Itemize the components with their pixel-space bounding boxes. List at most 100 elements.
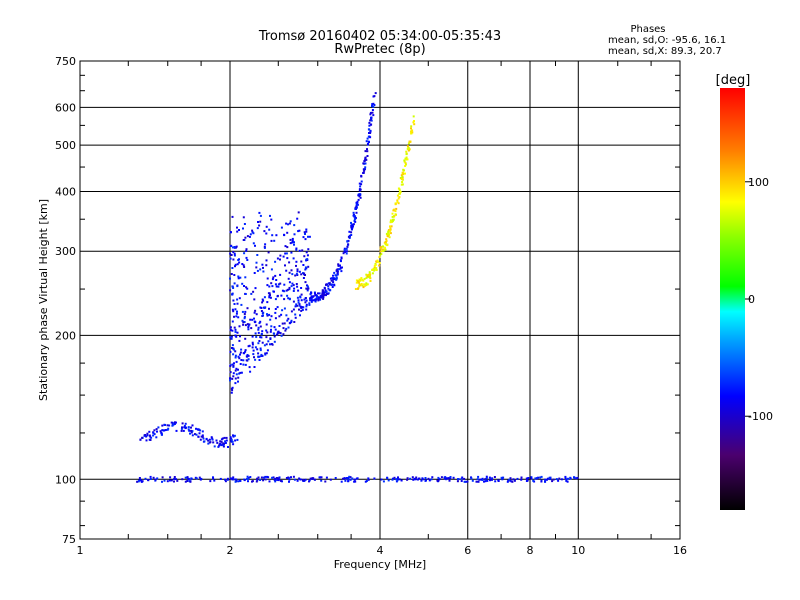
- data-point: [171, 421, 174, 424]
- data-point: [244, 337, 247, 340]
- data-point: [215, 439, 218, 442]
- data-point: [375, 260, 378, 263]
- data-point: [350, 221, 352, 224]
- data-point: [231, 320, 234, 323]
- data-point: [545, 478, 548, 481]
- data-point: [283, 307, 286, 310]
- data-point: [320, 476, 323, 479]
- data-point: [231, 285, 234, 288]
- data-point: [525, 480, 528, 482]
- data-point: [358, 195, 361, 198]
- data-point: [295, 303, 298, 306]
- data-point: [232, 348, 235, 351]
- data-point: [199, 438, 202, 441]
- data-point: [406, 478, 409, 481]
- data-point: [351, 225, 354, 228]
- data-point: [271, 234, 274, 237]
- data-point: [494, 480, 497, 483]
- data-point: [314, 292, 316, 295]
- data-point: [218, 444, 221, 447]
- data-point: [278, 331, 281, 334]
- data-point: [396, 199, 399, 202]
- data-point: [283, 290, 286, 293]
- data-point: [259, 306, 262, 309]
- y-tick-label: 600: [55, 101, 76, 114]
- data-point: [331, 286, 334, 288]
- data-point: [263, 307, 266, 309]
- data-point: [273, 335, 276, 338]
- data-point: [316, 295, 318, 298]
- data-point: [293, 233, 296, 236]
- data-point: [306, 254, 309, 257]
- data-point: [168, 424, 171, 427]
- data-point: [271, 343, 274, 346]
- data-point: [335, 269, 338, 272]
- data-point: [313, 478, 316, 481]
- data-point: [263, 296, 266, 299]
- data-point: [249, 318, 252, 321]
- data-point: [332, 277, 335, 280]
- data-point: [413, 120, 415, 122]
- data-point: [305, 303, 308, 306]
- data-point: [354, 217, 357, 219]
- data-point: [243, 317, 246, 320]
- data-point: [156, 430, 158, 433]
- data-point: [399, 191, 402, 194]
- data-point: [396, 479, 399, 482]
- data-point: [264, 478, 267, 481]
- data-point: [569, 476, 572, 479]
- data-point: [397, 197, 400, 200]
- data-point: [164, 429, 167, 431]
- data-point: [254, 346, 257, 349]
- data-point: [234, 356, 237, 359]
- data-point: [351, 226, 354, 229]
- data-point: [181, 422, 184, 425]
- data-point: [479, 478, 482, 481]
- data-point: [540, 475, 543, 478]
- data-point: [265, 329, 268, 332]
- data-point: [259, 268, 262, 271]
- data-point: [247, 354, 250, 357]
- data-point: [379, 246, 382, 249]
- data-point: [347, 477, 350, 480]
- data-point: [298, 270, 301, 273]
- data-point: [173, 476, 176, 478]
- data-point: [269, 296, 272, 299]
- data-point: [269, 318, 272, 321]
- data-point: [373, 477, 376, 480]
- data-point: [319, 296, 321, 299]
- data-point: [380, 253, 383, 255]
- data-point: [410, 130, 412, 133]
- data-point: [231, 329, 234, 332]
- data-point: [304, 478, 307, 481]
- data-point: [280, 294, 283, 297]
- data-point: [242, 363, 245, 366]
- data-point: [308, 303, 311, 306]
- data-point: [242, 359, 245, 362]
- data-point: [389, 221, 392, 224]
- data-point: [343, 247, 346, 250]
- data-point: [230, 254, 233, 256]
- data-point: [400, 174, 403, 177]
- data-point: [266, 331, 269, 334]
- data-point: [306, 284, 308, 287]
- data-point: [163, 429, 166, 432]
- data-point: [244, 350, 247, 353]
- data-point: [231, 477, 234, 480]
- data-point: [233, 315, 235, 318]
- data-point: [243, 285, 245, 287]
- data-point: [170, 479, 173, 482]
- data-point: [242, 227, 244, 230]
- data-point: [232, 353, 235, 356]
- data-point: [463, 477, 466, 480]
- data-point: [286, 319, 289, 322]
- data-point: [166, 480, 169, 483]
- data-point: [368, 271, 371, 274]
- data-point: [460, 480, 463, 482]
- data-point: [335, 274, 338, 277]
- data-point: [307, 235, 309, 238]
- data-point: [348, 237, 351, 239]
- data-point: [370, 116, 372, 119]
- data-point: [283, 322, 286, 325]
- data-point: [232, 364, 235, 367]
